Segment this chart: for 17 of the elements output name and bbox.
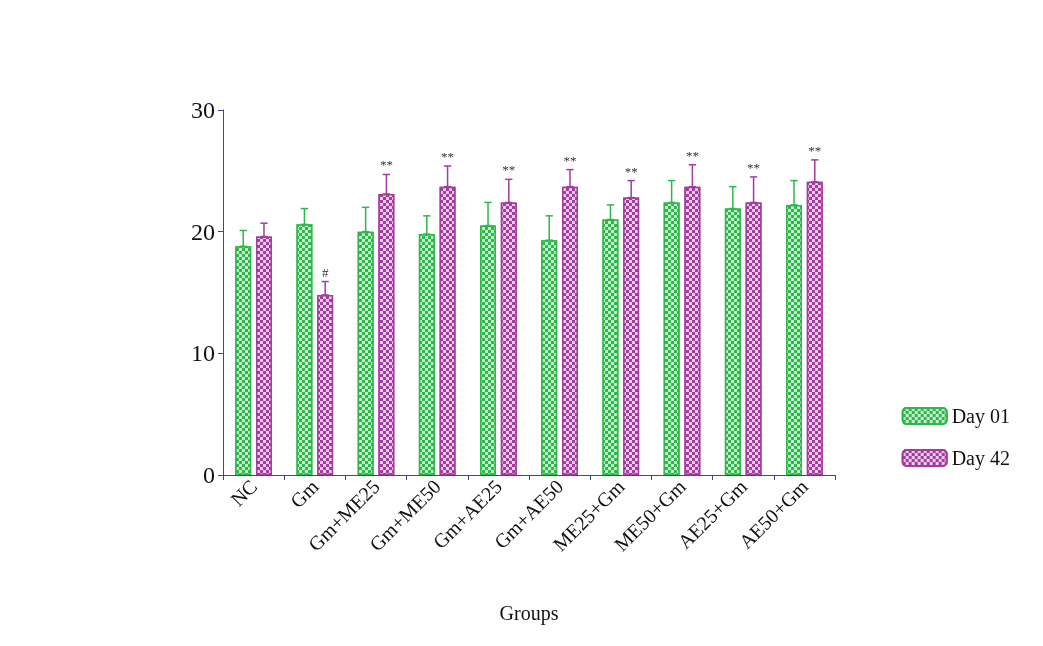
legend-label: Day 01 [951, 405, 1011, 428]
annotation: ** [685, 147, 699, 163]
annotation: ** [563, 152, 577, 168]
y-tick-label: 10 [191, 340, 215, 367]
legend-label: Day 42 [951, 447, 1011, 470]
annotation: ** [808, 142, 822, 158]
y-tick-label: 30 [191, 97, 215, 123]
y-tick-label: 20 [191, 218, 215, 245]
annotation: # [321, 264, 329, 280]
annotation: ** [502, 162, 516, 178]
x-tick-label: NC [226, 475, 262, 511]
annotation: ** [441, 148, 455, 164]
x-axis-title: Groups [499, 602, 559, 625]
annotation: ** [747, 159, 761, 175]
y-tick-label: 0 [203, 462, 215, 488]
annotation: ** [624, 163, 638, 179]
annotation: ** [379, 157, 393, 173]
